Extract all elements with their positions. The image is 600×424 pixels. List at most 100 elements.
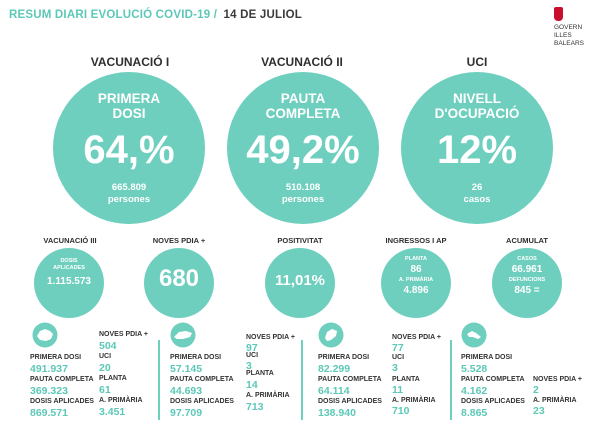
- noves-pdia-heading: NOVES PDIA +: [152, 236, 206, 245]
- menorca-pdia-value: 97: [246, 342, 258, 354]
- govern-logo: GOVERN ILLES BALEARS: [552, 7, 596, 53]
- menorca-ap-value: 713: [246, 401, 264, 413]
- eivissa-planta-label: PLANTA: [392, 376, 420, 383]
- divider-2: [301, 340, 303, 420]
- ingressos-circle: PLANTA 86 A. PRIMÀRIA 4.896: [381, 248, 451, 318]
- positivitat-heading: POSITIVITAT: [277, 236, 323, 245]
- ingressos-ap-label: A. PRIMÀRIA: [398, 277, 434, 283]
- acumulat-casos-label: CASOS: [517, 256, 537, 262]
- mallorca-primera-value: 491.937: [30, 363, 68, 375]
- report-date: 14 DE JULIOL: [223, 9, 302, 21]
- ingressos-ap-value: 4.896: [403, 285, 429, 296]
- dosis-aplicades-label2: APLICADES: [53, 265, 85, 271]
- menorca-pdia-label: NOVES PDIA +: [246, 334, 295, 341]
- noves-pdia-value: 680: [158, 265, 200, 292]
- mallorca-ap-value: 3.451: [99, 406, 126, 418]
- ingressos-planta-value: 86: [410, 264, 422, 275]
- pauta-completa-line1: PAUTA: [280, 91, 326, 106]
- formentera-map-icon: [461, 322, 487, 348]
- mallorca-pauta-label: PAUTA COMPLETA: [30, 376, 94, 383]
- mallorca-uci-label: UCI: [99, 353, 112, 360]
- acumulat-defuncions-label: DEFUNCIONS: [508, 277, 546, 283]
- mallorca-planta-value: 61: [99, 384, 111, 396]
- eivissa-dosis-value: 138.940: [318, 407, 356, 419]
- formentera-pdia-value: 2: [533, 384, 539, 396]
- primera-dosi-value: 64,%: [83, 128, 175, 172]
- menorca-dosis-value: 97.709: [170, 407, 203, 419]
- acumulat-circle: CASOS 66.961 DEFUNCIONS 845 =: [492, 248, 562, 318]
- formentera-dosis-value: 8.865: [461, 407, 488, 419]
- primera-dosi-circle: PRIMERA DOSI 64,% 665.809 persones: [53, 72, 205, 224]
- uci-occupancy-line1: NIVELL: [452, 91, 501, 106]
- menorca-ap-label: A. PRIMÀRIA: [246, 392, 290, 399]
- mallorca-pdia-label: NOVES PDIA +: [99, 331, 148, 338]
- mallorca-ap-label: A. PRIMÀRIA: [99, 397, 143, 404]
- eivissa-shape: [318, 322, 344, 348]
- positivitat-value: 11,01%: [274, 272, 326, 289]
- menorca-shape: [170, 322, 196, 348]
- acumulat-heading: ACUMULAT: [506, 236, 548, 245]
- mallorca-uci-value: 20: [99, 362, 111, 374]
- menorca-primera-value: 57.145: [170, 363, 203, 375]
- report-title: RESUM DIARI EVOLUCIÓ COVID-19 / 14 DE JU…: [9, 9, 302, 21]
- mallorca-dosis-value: 869.571: [30, 407, 68, 419]
- formentera-ap-value: 23: [533, 405, 545, 417]
- vacunacio-iii-heading: VACUNACIÓ III: [43, 236, 97, 245]
- menorca-primera-label: PRIMERA DOSI: [170, 354, 222, 361]
- menorca-map-icon: [170, 322, 196, 348]
- primera-dosi-line1: PRIMERA: [97, 91, 161, 106]
- positivitat-circle: 11,01%: [265, 248, 335, 318]
- primera-dosi-line2: DOSI: [112, 106, 146, 121]
- formentera-primera-label: PRIMERA DOSI: [461, 354, 513, 361]
- menorca-uci-label: UCI: [246, 352, 259, 359]
- eivissa-uci-value: 3: [392, 362, 398, 374]
- mallorca-map-icon: [32, 322, 58, 348]
- pauta-completa-count: 510.108: [285, 182, 321, 193]
- formentera-shape: [461, 322, 487, 348]
- pauta-completa-value: 49,2%: [246, 128, 360, 172]
- eivissa-ap-value: 710: [392, 405, 410, 417]
- menorca-pauta-value: 44.693: [170, 385, 203, 397]
- menorca-pauta-label: PAUTA COMPLETA: [170, 376, 234, 383]
- menorca-planta-label: PLANTA: [246, 370, 274, 377]
- eivissa-map-icon: [318, 322, 344, 348]
- primera-dosi-unit: persones: [107, 194, 151, 205]
- mallorca-pdia-value: 504: [99, 340, 117, 352]
- ingressos-heading: INGRESSOS I AP: [385, 236, 447, 245]
- eivissa-dosis-label: DOSIS APLICADES: [318, 398, 382, 405]
- pauta-completa-unit: persones: [281, 194, 325, 205]
- mallorca-pauta-value: 369.323: [30, 385, 68, 397]
- ingressos-planta-label: PLANTA: [405, 256, 427, 262]
- mallorca-dosis-label: DOSIS APLICADES: [30, 398, 94, 405]
- menorca-planta-value: 14: [246, 379, 258, 391]
- formentera-pdia-label: NOVES PDIA +: [533, 376, 582, 383]
- acumulat-casos-value: 66.961: [511, 264, 543, 275]
- divider-3: [450, 340, 452, 420]
- divider-1: [158, 340, 160, 420]
- logo-text-line-1: GOVERN: [554, 24, 583, 31]
- eivissa-pdia-value: 77: [392, 342, 404, 354]
- formentera-pauta-label: PAUTA COMPLETA: [461, 376, 525, 383]
- eivissa-planta-value: 11: [392, 384, 404, 396]
- vacunacio-i-heading: VACUNACIÓ I: [90, 55, 170, 69]
- pauta-completa-circle: PAUTA COMPLETA 49,2% 510.108 persones: [227, 72, 379, 224]
- uci-occupancy-value: 12%: [436, 128, 518, 172]
- eivissa-pauta-label: PAUTA COMPLETA: [318, 376, 382, 383]
- uci-heading: UCI: [466, 55, 488, 69]
- formentera-ap-label: A. PRIMÀRIA: [533, 397, 577, 404]
- eivissa-ap-label: A. PRIMÀRIA: [392, 397, 436, 404]
- eivissa-pdia-label: NOVES PDIA +: [392, 334, 441, 341]
- mallorca-planta-label: PLANTA: [99, 375, 127, 382]
- primera-dosi-count: 665.809: [111, 182, 147, 193]
- logo-emblem-icon: [554, 7, 563, 21]
- dosis-aplicades-value: 1.115.573: [47, 276, 91, 287]
- formentera-dosis-label: DOSIS APLICADES: [461, 398, 525, 405]
- eivissa-primera-label: PRIMERA DOSI: [318, 354, 370, 361]
- acumulat-defuncions-value: 845 =: [514, 285, 540, 296]
- dosis-aplicades-circle: DOSIS APLICADES 1.115.573: [34, 248, 104, 318]
- formentera-primera-value: 5.528: [461, 363, 488, 375]
- mallorca-primera-label: PRIMERA DOSI: [30, 354, 82, 361]
- vacunacio-ii-heading: VACUNACIÓ II: [261, 55, 343, 69]
- formentera-pauta-value: 4.162: [461, 385, 488, 397]
- report-title-text: RESUM DIARI EVOLUCIÓ COVID-19 /: [9, 9, 218, 21]
